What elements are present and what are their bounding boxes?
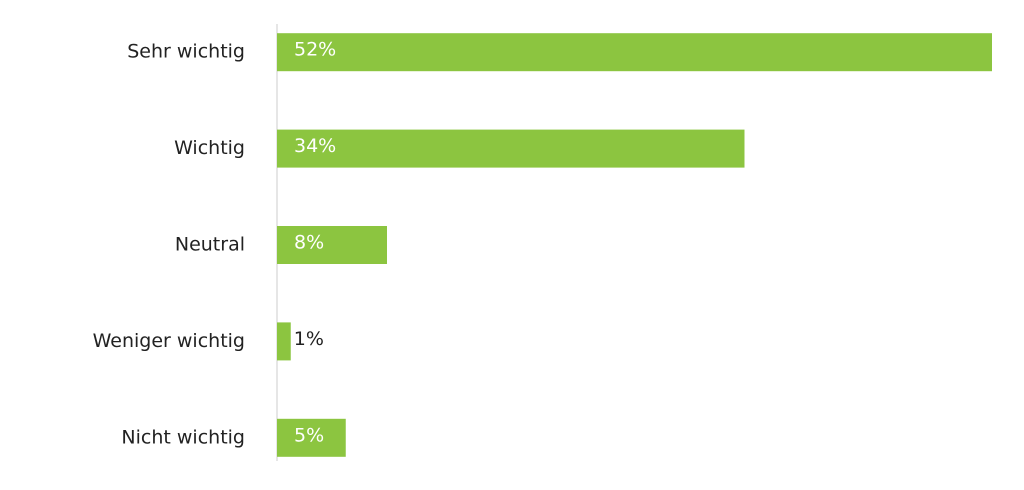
bar — [277, 226, 387, 264]
category-label: Neutral — [175, 234, 245, 256]
value-label: 5% — [294, 424, 324, 446]
category-label: Nicht wichtig — [121, 426, 245, 448]
bar — [277, 322, 291, 361]
value-label: 52% — [294, 39, 336, 61]
category-label: Sehr wichtig — [127, 41, 245, 63]
category-label: Weniger wichtig — [93, 330, 245, 352]
value-label: 8% — [294, 232, 324, 254]
bar — [277, 129, 745, 168]
bar — [277, 33, 992, 72]
value-label: 1% — [294, 328, 324, 350]
category-label: Wichtig — [174, 137, 245, 159]
bar — [277, 418, 346, 457]
value-label: 34% — [294, 135, 336, 157]
